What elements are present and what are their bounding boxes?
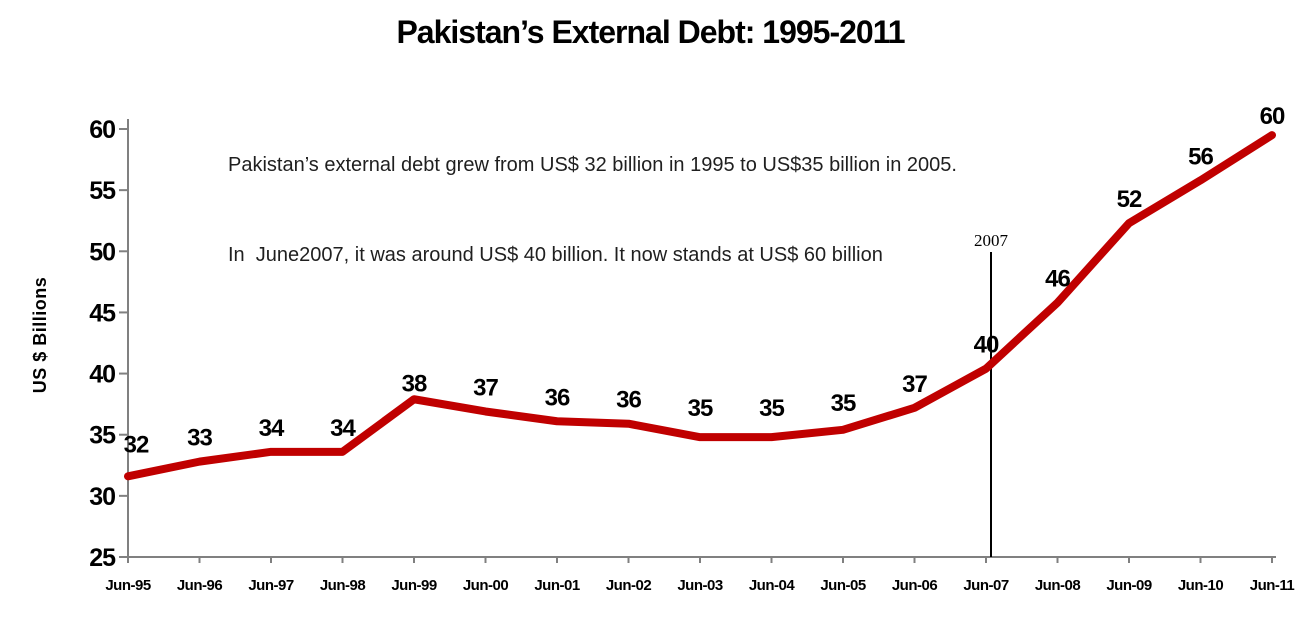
data-point-label: 36 bbox=[545, 384, 570, 411]
debt-line bbox=[124, 131, 1276, 481]
y-tick-label: 45 bbox=[89, 299, 116, 327]
data-point-label: 34 bbox=[330, 415, 356, 442]
y-tick-label: 55 bbox=[89, 177, 116, 205]
data-point-label: 36 bbox=[616, 387, 641, 414]
data-point-label: 35 bbox=[759, 395, 784, 422]
x-tick-label: Jun-01 bbox=[534, 577, 580, 594]
x-tick-label: Jun-98 bbox=[320, 577, 366, 594]
data-point-label: 35 bbox=[831, 390, 856, 417]
x-tick-label: Jun-07 bbox=[963, 577, 1009, 594]
y-tick-label: 35 bbox=[89, 422, 116, 450]
x-tick-label: Jun-00 bbox=[463, 577, 509, 594]
data-point-label: 60 bbox=[1260, 103, 1285, 130]
annotation-line-1: Pakistan’s external debt grew from US$ 3… bbox=[228, 154, 957, 176]
x-tick-label: Jun-96 bbox=[177, 577, 223, 594]
annotation-line-2: In June2007, it was around US$ 40 billio… bbox=[228, 244, 883, 266]
x-tick-label: Jun-03 bbox=[677, 577, 723, 594]
event-year-label: 2007 bbox=[974, 231, 1009, 250]
data-point-label: 37 bbox=[473, 374, 498, 401]
x-tick-label: Jun-05 bbox=[820, 577, 866, 594]
x-tick-label: Jun-95 bbox=[105, 577, 151, 594]
x-tick-label: Jun-99 bbox=[391, 577, 437, 594]
x-tick-label: Jun-02 bbox=[606, 577, 652, 594]
y-tick-label: 25 bbox=[89, 544, 116, 572]
y-tick-label: 40 bbox=[89, 361, 115, 389]
x-tick-label: Jun-97 bbox=[248, 577, 294, 594]
x-tick-label: Jun-08 bbox=[1035, 577, 1081, 594]
data-point-label: 56 bbox=[1188, 143, 1213, 170]
x-tick-label: Jun-06 bbox=[892, 577, 938, 594]
chart-title: Pakistan’s External Debt: 1995-2011 bbox=[396, 14, 905, 50]
y-tick-label: 60 bbox=[89, 116, 115, 144]
x-tick-label: Jun-10 bbox=[1178, 577, 1224, 594]
data-point-label: 52 bbox=[1117, 186, 1142, 213]
data-point-label: 34 bbox=[259, 415, 285, 442]
y-tick-label: 30 bbox=[89, 483, 115, 511]
data-point-label: 33 bbox=[187, 425, 212, 452]
data-point-label: 32 bbox=[124, 431, 149, 458]
data-point-label: 38 bbox=[402, 370, 427, 397]
data-point-label: 40 bbox=[974, 332, 999, 359]
chart-annotation: Pakistan’s external debt grew from US$ 3… bbox=[228, 90, 957, 330]
data-point-label: 35 bbox=[688, 395, 713, 422]
data-point-label: 37 bbox=[902, 371, 927, 398]
y-tick-label: 50 bbox=[89, 238, 115, 266]
x-tick-label: Jun-09 bbox=[1106, 577, 1152, 594]
x-tick-label: Jun-11 bbox=[1250, 577, 1295, 594]
data-point-label: 46 bbox=[1045, 266, 1070, 293]
x-tick-label: Jun-04 bbox=[749, 577, 796, 594]
